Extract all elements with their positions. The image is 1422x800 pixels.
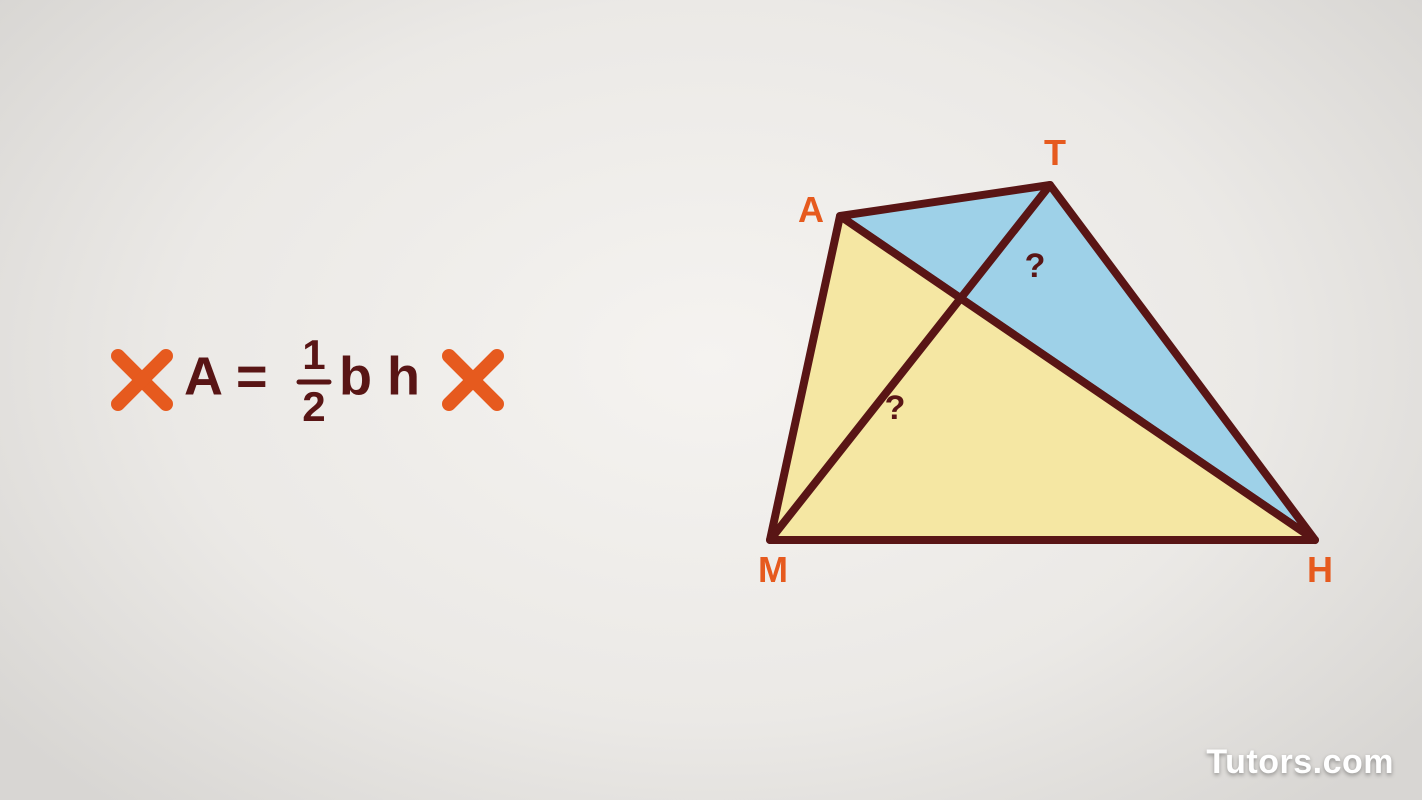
formula-bh: b h <box>339 346 420 406</box>
question-mark: ? <box>885 389 906 427</box>
fraction-denominator: 2 <box>302 383 325 430</box>
vertex-label-H: H <box>1307 549 1333 590</box>
question-mark: ? <box>1025 247 1046 285</box>
formula: A = 1 2 b h <box>118 331 497 430</box>
stage: A = 1 2 b h?? A T M H <box>0 0 1422 800</box>
watermark: Tutors.com <box>1206 743 1394 782</box>
vertex-label-M: M <box>758 549 788 590</box>
vertex-label-A: A <box>798 189 824 230</box>
formula-A-eq: A = <box>184 346 268 406</box>
cross-icon <box>118 356 166 404</box>
cross-icon <box>449 356 497 404</box>
diagram-svg: A = 1 2 b h?? A T M H <box>0 0 1422 800</box>
vertex-label-T: T <box>1044 132 1066 173</box>
fraction-numerator: 1 <box>302 331 325 378</box>
